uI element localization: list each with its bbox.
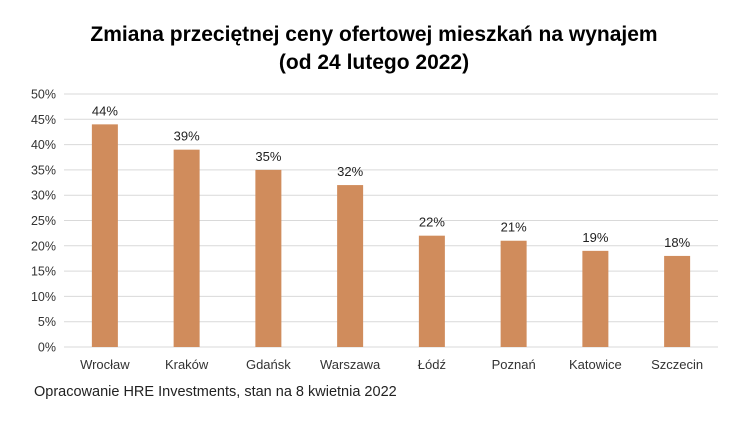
y-tick-label: 0% <box>38 341 56 355</box>
y-tick-label: 20% <box>31 239 56 253</box>
source-note: Opracowanie HRE Investments, stan na 8 k… <box>34 384 397 400</box>
bar <box>91 124 118 347</box>
data-label: 18% <box>664 235 690 250</box>
x-tick-label: Łódź <box>418 357 446 372</box>
x-tick-label: Kraków <box>165 357 209 372</box>
y-tick-label: 5% <box>38 315 56 329</box>
data-label: 19% <box>582 230 608 245</box>
bar <box>173 149 200 347</box>
x-tick-label: Katowice <box>569 357 622 372</box>
y-tick-label: 40% <box>31 138 56 152</box>
bar <box>582 250 609 347</box>
bar <box>337 185 364 347</box>
x-tick-label: Gdańsk <box>246 357 291 372</box>
data-label: 39% <box>174 129 200 144</box>
y-tick-label: 30% <box>31 189 56 203</box>
x-tick-label: Warszawa <box>320 357 381 372</box>
bar <box>664 255 691 347</box>
data-label: 44% <box>92 103 118 118</box>
y-tick-label: 35% <box>31 163 56 177</box>
y-tick-label: 25% <box>31 214 56 228</box>
y-tick-label: 10% <box>31 290 56 304</box>
data-label: 22% <box>419 215 445 230</box>
y-tick-label: 50% <box>31 88 56 102</box>
data-label: 35% <box>255 149 281 164</box>
x-tick-label: Szczecin <box>651 357 703 372</box>
y-tick-label: 15% <box>31 265 56 279</box>
bar <box>418 235 445 347</box>
chart-title-line-2: (od 24 lutego 2022) <box>278 51 470 74</box>
chart-title-line-1: Zmiana przeciętnej ceny ofertowej mieszk… <box>90 23 658 46</box>
x-tick-label: Wrocław <box>80 357 130 372</box>
bar <box>255 169 282 347</box>
x-tick-label: Poznań <box>492 357 536 372</box>
y-tick-label: 45% <box>31 113 56 127</box>
data-label: 32% <box>337 164 363 179</box>
data-label: 21% <box>501 220 527 235</box>
bar <box>500 240 527 347</box>
